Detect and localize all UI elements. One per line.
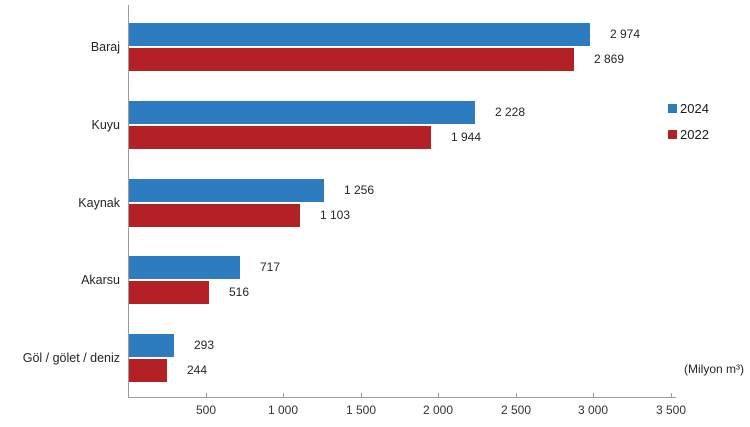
category-label: Kuyu — [91, 117, 121, 132]
legend-item-2022: 2022 — [668, 125, 709, 143]
legend-swatch-2024-icon — [668, 103, 677, 113]
bar-value-label: 2 974 — [610, 26, 641, 41]
legend-label-2024: 2024 — [680, 100, 709, 116]
x-axis-tick — [593, 393, 594, 397]
bar-2022 — [129, 281, 209, 305]
bar-2024 — [129, 334, 174, 358]
bar-2024 — [129, 100, 475, 124]
x-axis-tick — [361, 393, 362, 397]
x-axis-tick-label: 2 500 — [500, 403, 532, 417]
bar-2022 — [129, 359, 167, 383]
legend-label-2022: 2022 — [680, 126, 709, 142]
category-label: Kaynak — [78, 195, 120, 210]
bar-value-label: 717 — [260, 260, 281, 275]
bar-value-label: 293 — [194, 338, 215, 353]
bar-value-label: 1 944 — [451, 129, 482, 144]
category-label: Baraj — [90, 39, 120, 54]
x-axis-tick — [516, 393, 517, 397]
bar-2022 — [129, 125, 431, 149]
x-axis-tick-label: 1 500 — [345, 403, 377, 417]
bar-2024 — [129, 22, 590, 46]
x-axis-tick — [206, 393, 207, 397]
bar-value-label: 516 — [229, 285, 250, 300]
x-axis-tick-label: 3 000 — [577, 403, 609, 417]
y-axis-line — [128, 5, 129, 397]
x-axis-tick-label: 3 500 — [655, 403, 687, 417]
x-axis-tick-label: 1 000 — [267, 403, 299, 417]
x-axis-tick-label: 500 — [195, 403, 217, 417]
category-label: Göl / gölet / deniz — [22, 351, 120, 366]
x-axis-line — [128, 397, 676, 398]
legend: 2024 2022 — [668, 99, 709, 151]
bar-value-label: 1 103 — [320, 207, 351, 222]
x-axis-tick-label: 2 000 — [422, 403, 454, 417]
bar-2022 — [129, 47, 574, 71]
axis-unit-label: (Milyon m³) — [684, 362, 744, 376]
x-axis-tick — [438, 393, 439, 397]
bar-2024 — [129, 256, 240, 280]
legend-item-2024: 2024 — [668, 99, 709, 117]
bar-value-label: 2 228 — [495, 104, 526, 119]
bar-2022 — [129, 203, 300, 227]
category-label: Akarsu — [81, 273, 120, 288]
bar-value-label: 1 256 — [344, 182, 375, 197]
bar-2024 — [129, 178, 324, 202]
x-axis-tick — [283, 393, 284, 397]
bar-value-label: 244 — [187, 363, 208, 378]
bar-value-label: 2 869 — [594, 51, 625, 66]
x-axis-tick — [671, 393, 672, 397]
legend-swatch-2022-icon — [668, 129, 677, 139]
